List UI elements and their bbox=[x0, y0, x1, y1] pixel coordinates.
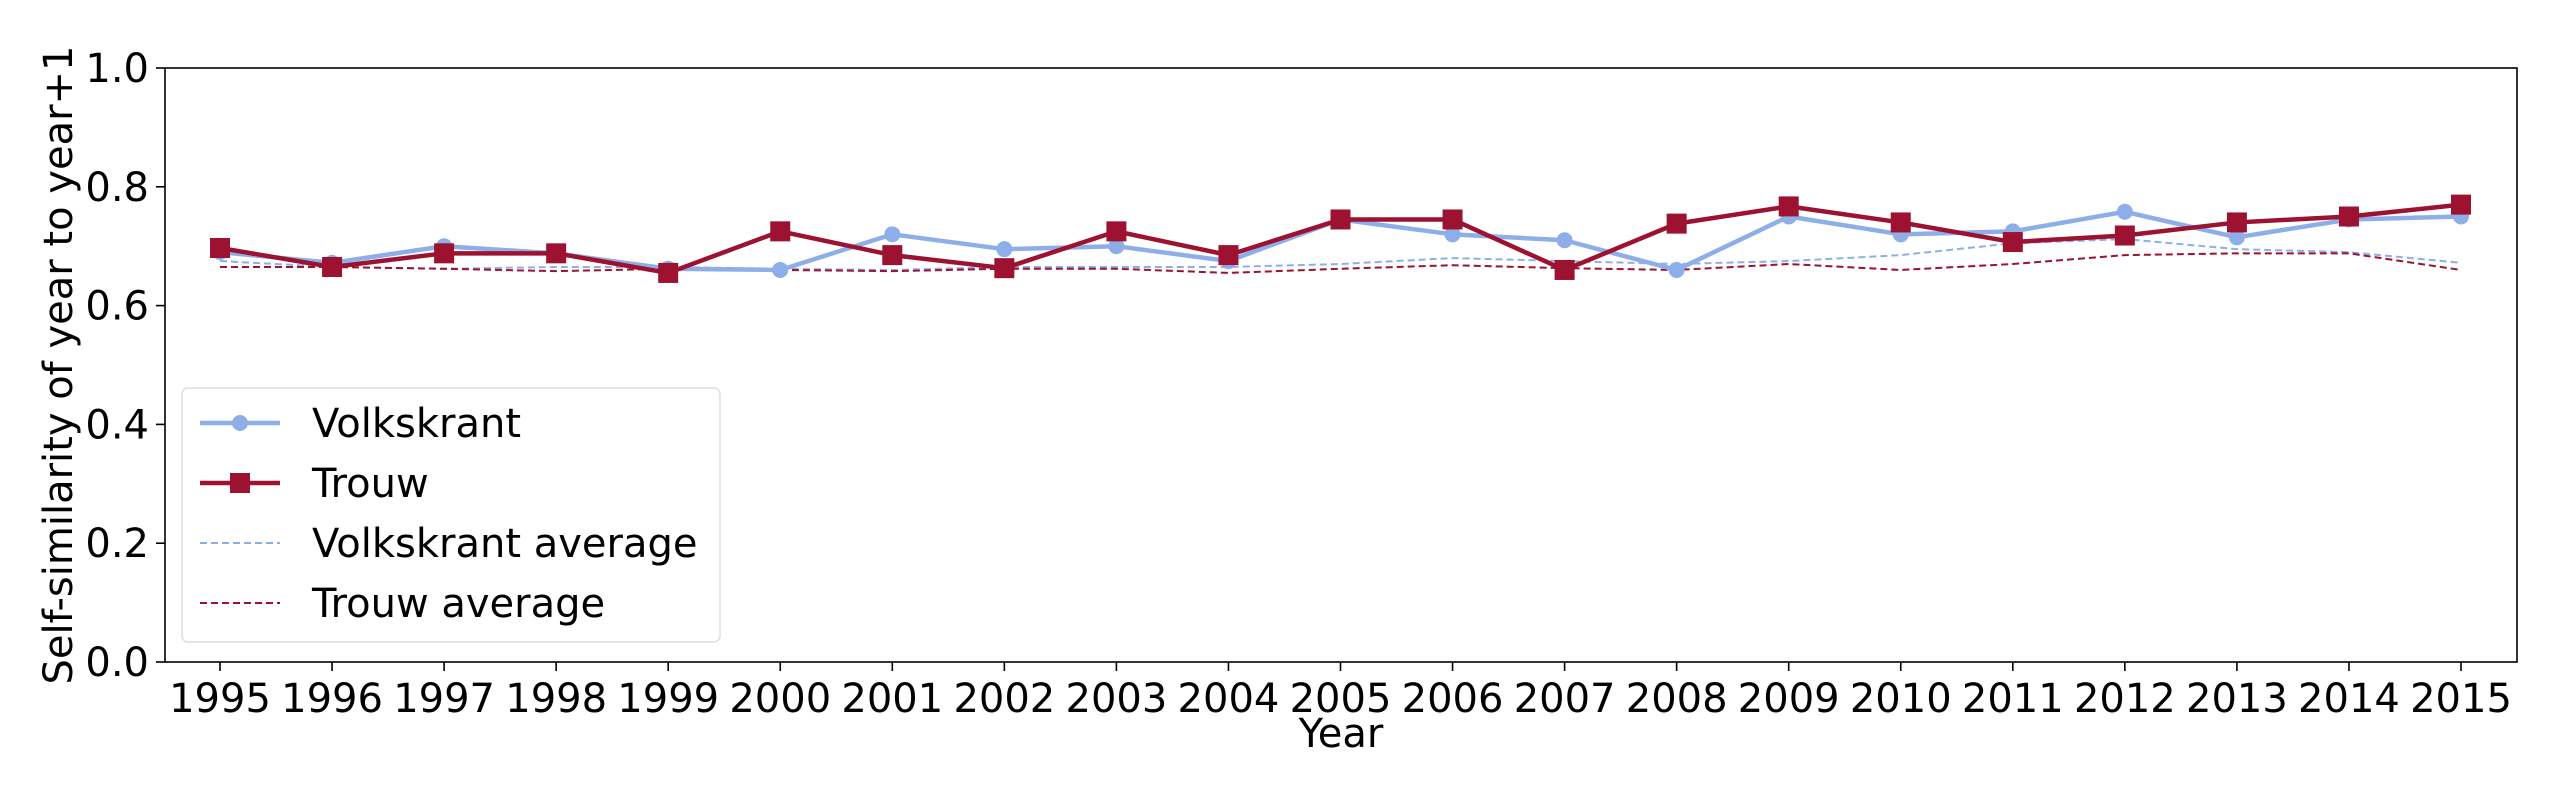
data-point-trouw bbox=[2114, 225, 2135, 246]
data-point-trouw bbox=[546, 243, 567, 264]
data-point-volkskrant bbox=[772, 261, 789, 278]
x-tick-label: 2007 bbox=[1514, 676, 1616, 722]
data-point-volkskrant bbox=[1668, 261, 1685, 278]
x-tick-label: 1998 bbox=[505, 676, 607, 722]
legend-label-volkskrant: Volkskrant bbox=[312, 401, 521, 447]
x-tick-label: 2002 bbox=[953, 676, 1055, 722]
legend-label-trouw: Trouw bbox=[311, 461, 429, 507]
data-point-trouw bbox=[994, 258, 1015, 279]
x-tick-label: 2006 bbox=[1402, 676, 1504, 722]
y-axis-label: Self-similarity of year to year+1 bbox=[36, 45, 82, 684]
x-tick-label: 2009 bbox=[1738, 676, 1840, 722]
data-point-trouw bbox=[770, 221, 791, 242]
x-tick-label: 2000 bbox=[729, 676, 831, 722]
data-point-trouw bbox=[1554, 259, 1575, 280]
legend-entries: Volkskrant Trouw Volkskrant average Trouw a… bbox=[200, 401, 697, 627]
y-tick-label: 0.6 bbox=[85, 284, 149, 330]
x-axis-ticks: 1995 1996 1997 1998 1999 2000 2001 2002 2003 2004… bbox=[169, 662, 2512, 722]
legend-label-volkskrant-average: Volkskrant average bbox=[312, 521, 697, 567]
legend-marker-trouw bbox=[230, 473, 250, 493]
data-point-trouw bbox=[1442, 209, 1463, 230]
x-tick-label: 2001 bbox=[841, 676, 943, 722]
legend-label-trouw-average: Trouw average bbox=[311, 581, 605, 627]
x-tick-label: 2004 bbox=[1178, 676, 1280, 722]
data-point-trouw bbox=[210, 237, 230, 258]
data-point-trouw bbox=[1106, 221, 1127, 242]
data-point-trouw bbox=[1890, 212, 1911, 233]
data-point-trouw bbox=[1666, 213, 1687, 234]
data-point-trouw bbox=[2226, 212, 2247, 233]
data-point-trouw bbox=[434, 243, 455, 264]
data-point-volkskrant bbox=[996, 241, 1013, 258]
data-point-trouw bbox=[2451, 194, 2471, 215]
x-axis-label: Year bbox=[1298, 711, 1384, 757]
x-tick-label: 1996 bbox=[281, 676, 383, 722]
data-point-trouw bbox=[1778, 196, 1799, 217]
legend: Volkskrant Trouw Volkskrant average Trouw a… bbox=[181, 387, 721, 643]
y-tick-label: 1.0 bbox=[85, 46, 149, 92]
data-point-trouw bbox=[2002, 232, 2023, 253]
data-point-trouw bbox=[1330, 209, 1351, 230]
x-tick-label: 1999 bbox=[617, 676, 719, 722]
data-point-trouw bbox=[2338, 206, 2359, 227]
series-layer bbox=[210, 194, 2471, 283]
data-point-trouw bbox=[1218, 245, 1239, 266]
data-point-volkskrant bbox=[2116, 203, 2133, 220]
y-tick-label: 0.8 bbox=[85, 165, 149, 211]
data-point-volkskrant bbox=[1444, 226, 1461, 243]
x-tick-label: 2005 bbox=[1290, 676, 1392, 722]
x-tick-label: 2010 bbox=[1850, 676, 1952, 722]
x-tick-label: 1997 bbox=[393, 676, 495, 722]
x-tick-label: 2012 bbox=[2074, 676, 2176, 722]
x-tick-label: 2015 bbox=[2410, 676, 2512, 722]
legend-box bbox=[181, 387, 721, 643]
data-point-trouw bbox=[322, 256, 343, 277]
data-point-trouw bbox=[882, 245, 903, 266]
data-point-volkskrant bbox=[884, 226, 901, 243]
y-tick-label: 0.2 bbox=[85, 521, 149, 567]
data-point-volkskrant bbox=[1556, 232, 1573, 249]
y-axis-ticks: 0.0 0.2 0.4 0.6 0.8 1.0 bbox=[85, 46, 165, 686]
y-tick-label: 0.4 bbox=[85, 402, 149, 448]
x-tick-label: 2014 bbox=[2298, 676, 2400, 722]
legend-marker-volkskrant bbox=[232, 415, 248, 431]
data-point-volkskrant bbox=[1108, 238, 1125, 255]
x-tick-label: 2013 bbox=[2186, 676, 2288, 722]
x-tick-label: 2003 bbox=[1066, 676, 1168, 722]
x-tick-label: 2008 bbox=[1626, 676, 1728, 722]
x-tick-label: 1995 bbox=[169, 676, 271, 722]
data-point-trouw bbox=[658, 262, 679, 283]
data-point-volkskrant bbox=[2228, 229, 2245, 246]
x-tick-label: 2011 bbox=[1962, 676, 2064, 722]
y-tick-label: 0.0 bbox=[85, 640, 149, 686]
